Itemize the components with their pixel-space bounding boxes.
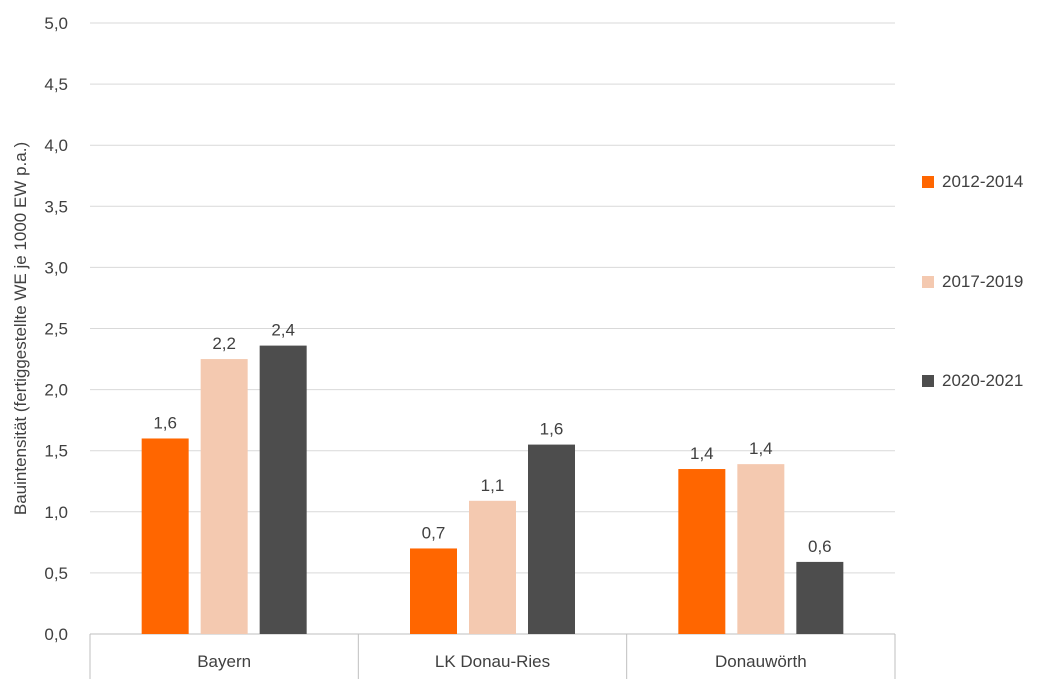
bar — [678, 469, 726, 634]
y-tick-label: 0,5 — [44, 564, 68, 583]
category-label: Bayern — [197, 652, 251, 671]
y-tick-label: 4,0 — [44, 136, 68, 155]
bar — [737, 464, 785, 634]
category-label: Donauwörth — [715, 652, 807, 671]
data-label: 0,7 — [422, 523, 446, 542]
bar — [528, 444, 575, 634]
data-label: 1,4 — [690, 444, 714, 463]
data-label: 2,4 — [271, 321, 295, 340]
category-label: LK Donau-Ries — [435, 652, 550, 671]
y-tick-label: 5,0 — [44, 14, 68, 33]
y-tick-label: 2,5 — [44, 320, 68, 339]
y-tick-label: 0,0 — [44, 625, 68, 644]
legend-item-2020-2021: 2020-2021 — [922, 371, 1023, 391]
y-tick-label: 2,0 — [44, 381, 68, 400]
legend-item-2017-2019: 2017-2019 — [922, 272, 1023, 292]
legend-label-2017-2019: 2017-2019 — [942, 272, 1024, 291]
legend-swatch-2017-2019 — [922, 276, 934, 288]
y-tick-label: 1,0 — [44, 503, 68, 522]
legend-swatch-2012-2014 — [922, 176, 934, 188]
y-tick-label: 1,5 — [44, 442, 68, 461]
y-axis-title: Bauintensität (fertiggestellte WE je 100… — [11, 142, 30, 515]
data-label: 0,6 — [808, 537, 832, 556]
bar — [410, 548, 457, 634]
data-label: 1,6 — [540, 420, 564, 439]
data-label: 1,4 — [749, 439, 773, 458]
data-label: 1,1 — [481, 476, 505, 495]
y-tick-label: 3,5 — [44, 197, 68, 216]
data-label: 1,6 — [153, 413, 177, 432]
data-label: 2,2 — [212, 334, 236, 353]
legend-item-2012-2014: 2012-2014 — [922, 172, 1023, 192]
bar — [200, 359, 248, 634]
bar — [259, 345, 307, 634]
legend-label-2020-2021: 2020-2021 — [942, 371, 1024, 390]
bar — [796, 561, 844, 634]
y-tick-label: 3,0 — [44, 258, 68, 277]
bar — [469, 500, 516, 634]
y-tick-label: 4,5 — [44, 75, 68, 94]
legend-swatch-2020-2021 — [922, 375, 934, 387]
bar — [141, 438, 189, 634]
legend-label-2012-2014: 2012-2014 — [942, 172, 1024, 191]
